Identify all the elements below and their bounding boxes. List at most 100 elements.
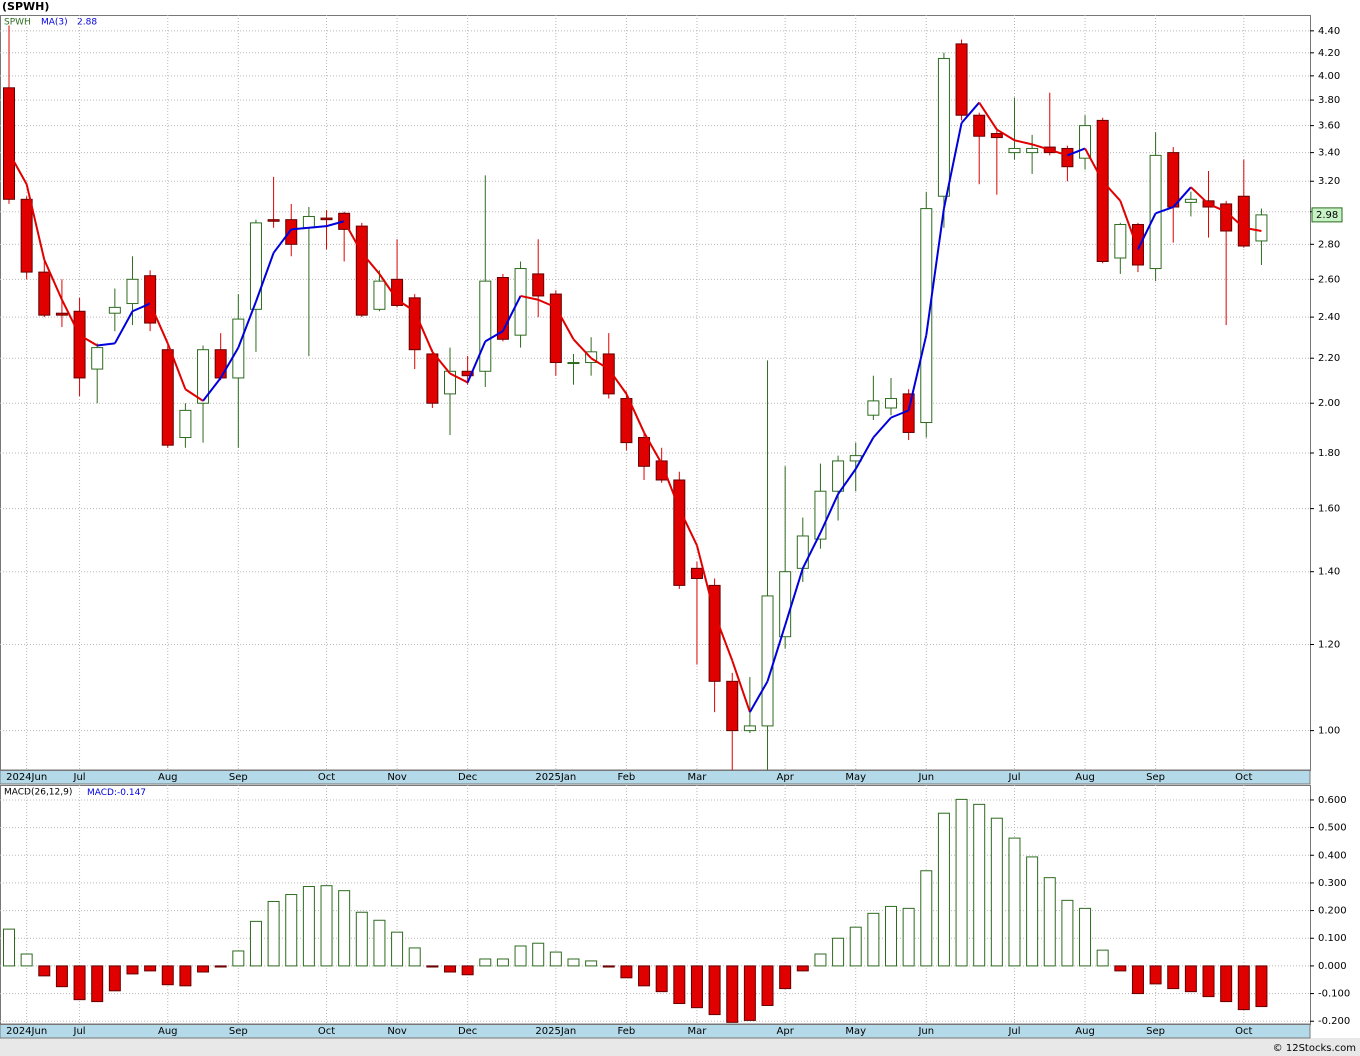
ma-segment	[1190, 186, 1210, 205]
ma-segment	[113, 310, 134, 344]
candle-body	[302, 215, 315, 229]
candle-body	[832, 460, 845, 492]
macd-bar	[391, 931, 404, 967]
y-tick-label: -0.100	[1318, 989, 1350, 1000]
ma-segment	[25, 183, 46, 260]
y-tick-label: 2.80	[1318, 239, 1340, 250]
candle-body	[602, 353, 615, 395]
ma-segment	[326, 220, 345, 228]
ma-segment	[625, 393, 645, 433]
candle-body	[655, 460, 668, 481]
ma-segment	[149, 303, 169, 344]
candle-body	[814, 490, 827, 540]
macd-bar	[320, 885, 333, 967]
candle-body	[461, 370, 474, 377]
macd-bar	[91, 965, 104, 1003]
x-tick-label: 2025Jan	[535, 1026, 576, 1037]
candle-body	[567, 362, 580, 365]
macd-panel	[0, 785, 1311, 1025]
macd-bar	[779, 965, 792, 990]
ma-segment	[97, 342, 115, 347]
macd-bar	[373, 919, 386, 967]
macd-bar	[461, 965, 474, 976]
macd-bar	[902, 907, 915, 967]
candle-body	[1184, 198, 1197, 203]
x-tick-label: Oct	[318, 1026, 335, 1037]
ma-segment	[1101, 180, 1122, 202]
x-tick-label: Nov	[387, 1026, 407, 1037]
ma-segment	[801, 532, 822, 569]
y-tick-label: 2.20	[1318, 353, 1340, 364]
x-tick-label: Oct	[1235, 772, 1252, 783]
candle-body	[91, 347, 104, 370]
macd-bar	[444, 965, 456, 973]
candle-body	[549, 293, 562, 364]
macd-bar	[38, 965, 51, 977]
ma-segment	[960, 101, 980, 124]
candle-body	[496, 277, 509, 340]
candle-body	[408, 297, 421, 351]
candle-body	[426, 353, 439, 404]
candle-body	[1255, 214, 1268, 242]
x-tick-label: Aug	[1075, 772, 1095, 783]
ma-segment	[1014, 139, 1033, 146]
y-tick-label: 0.000	[1318, 961, 1347, 972]
x-tick-label: Mar	[688, 1026, 708, 1037]
macd-bar	[743, 965, 756, 1021]
x-tick-label: Jul	[1007, 1026, 1020, 1037]
x-tick-label: Sep	[1146, 1026, 1165, 1037]
footer-strip	[0, 1038, 1360, 1056]
ma-segment	[731, 660, 751, 713]
macd-bar	[849, 926, 862, 967]
ma-segment	[184, 388, 204, 402]
x-tick-label: 2024Jun	[6, 772, 47, 783]
macd-bar	[955, 798, 968, 967]
y-tick-label: 0.500	[1318, 823, 1347, 834]
ma-segment	[1155, 206, 1174, 215]
legend-ma: MA(3)	[41, 18, 68, 28]
ma-segment	[784, 568, 804, 626]
x-tick-label: Dec	[458, 1026, 477, 1037]
macd-bar	[920, 870, 933, 967]
candle-body	[20, 198, 33, 273]
y-tick-label: 4.20	[1318, 48, 1340, 59]
ma-segment	[449, 372, 469, 384]
legend-symbol: SPWH	[4, 18, 31, 28]
macd-bar	[267, 900, 280, 967]
ma-segment	[255, 252, 275, 302]
candle-body	[1096, 119, 1109, 262]
macd-bar	[973, 803, 986, 967]
ma-segment	[925, 208, 945, 336]
macd-bar	[1220, 965, 1233, 1003]
x-tick-label: Nov	[387, 772, 407, 783]
macd-bar	[496, 958, 509, 967]
x-tick-label: 2024Jun	[6, 1026, 47, 1037]
x-tick-label: Jun	[917, 772, 934, 783]
macd-bar	[708, 965, 721, 1016]
x-tick-label: May	[845, 1026, 866, 1037]
ma-segment	[396, 298, 416, 313]
x-tick-label: Jul	[1007, 772, 1020, 783]
y-tick-label: 2.60	[1318, 274, 1340, 285]
candle-body	[620, 398, 633, 444]
macd-bar	[161, 965, 174, 986]
ma-segment	[1208, 203, 1227, 213]
ma-segment	[291, 226, 309, 231]
ma-segment	[61, 299, 81, 336]
candle-body	[55, 312, 68, 316]
ma-segment	[978, 102, 998, 131]
x-tick-label: Feb	[618, 1026, 636, 1037]
macd-bar	[1096, 949, 1109, 967]
macd-bar	[1255, 965, 1268, 1008]
x-tick-label: 2025Jan	[535, 772, 576, 783]
ma-segment	[502, 295, 522, 332]
ma-segment	[643, 431, 663, 465]
ma-segment	[1172, 186, 1192, 208]
candle-body	[708, 584, 721, 682]
candle-body	[1008, 147, 1021, 154]
chart-title: (SPWH)	[2, 0, 49, 13]
y-tick-label: 0.400	[1318, 850, 1347, 861]
macd-bar	[532, 942, 545, 967]
ma-segment	[572, 338, 592, 359]
y-tick-label: 0.600	[1318, 795, 1347, 806]
